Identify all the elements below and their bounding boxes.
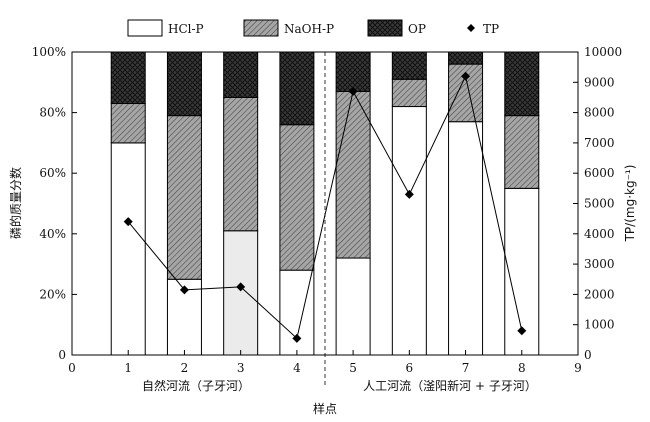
x-tick-label: 1 — [124, 361, 132, 375]
x-tick-label: 9 — [574, 361, 582, 375]
y-right-tick-label: 8000 — [584, 106, 615, 120]
y-right-tick-label: 1000 — [584, 318, 615, 332]
bar-segment-naoh-site-6 — [391, 78, 427, 108]
bar-segment-op-site-8 — [504, 51, 540, 117]
y-right-tick-label: 9000 — [584, 75, 615, 89]
y-right-tick-label: 3000 — [584, 257, 615, 271]
bar-segment-naoh-site-3 — [223, 96, 259, 232]
legend-label-op: OP — [408, 22, 426, 36]
legend-item-naoh: NaOH-P — [243, 19, 334, 37]
x-tick-label: 4 — [293, 361, 301, 375]
x-tick-label: 2 — [181, 361, 189, 375]
tp-point-site-4 — [292, 333, 302, 343]
group-label-artificial: 人工河流（滏阳新河 + 子牙河） — [363, 378, 537, 393]
y-left-tick-label: 0 — [58, 348, 66, 362]
tp-point-site-3 — [236, 282, 246, 292]
tp-point-site-8 — [517, 326, 527, 336]
x-axis-title: 样点 — [313, 401, 337, 416]
tick-labels: 020%40%60%80%100%01000200030004000500060… — [32, 45, 623, 375]
bar-segment-hcl-site-5 — [335, 257, 371, 356]
y-right-tick-label: 2000 — [584, 287, 615, 301]
legend-swatch-naoh — [243, 19, 279, 37]
legend-label-tp: TP — [483, 22, 499, 36]
y-axis-right-title: TP/(mg·kg⁻¹) — [623, 165, 637, 243]
bar-segment-hcl-site-6 — [391, 106, 427, 356]
bar-segment-naoh-site-5 — [335, 90, 371, 259]
y-right-tick-label: 0 — [584, 348, 592, 362]
y-right-tick-label: 7000 — [584, 136, 615, 150]
bar-segment-op-site-2 — [166, 51, 202, 117]
x-tick-label: 8 — [518, 361, 526, 375]
bar-segment-op-site-1 — [110, 51, 146, 105]
x-tick-label: 3 — [237, 361, 245, 375]
bar-segment-naoh-site-1 — [110, 103, 146, 144]
y-left-tick-label: 100% — [32, 45, 66, 59]
y-right-tick-label: 6000 — [584, 166, 615, 180]
bar-segment-hcl-site-3 — [223, 230, 259, 356]
y-axis-left-title: 磷的质量分数 — [8, 167, 23, 239]
tp-series — [123, 71, 527, 343]
x-tick-label: 6 — [406, 361, 414, 375]
y-right-tick-label: 10000 — [584, 45, 622, 59]
bar-segment-op-site-4 — [279, 51, 315, 126]
y-left-tick-label: 40% — [39, 227, 66, 241]
legend-label-naoh: NaOH-P — [284, 22, 334, 36]
bar-segment-op-site-3 — [223, 51, 259, 98]
y-left-tick-label: 60% — [39, 166, 66, 180]
axes — [71, 51, 579, 356]
bar-segment-hcl-site-2 — [166, 278, 202, 356]
bar-segment-naoh-site-4 — [279, 124, 315, 271]
x-tick-label: 5 — [349, 361, 357, 375]
bar-segment-op-site-7 — [448, 51, 484, 65]
tp-point-site-7 — [461, 71, 471, 81]
legend-swatch-op — [367, 19, 403, 37]
x-tick-label: 0 — [68, 361, 76, 375]
legend-marker-tp — [467, 24, 475, 32]
tp-point-site-6 — [404, 189, 414, 199]
bar-segment-hcl-site-1 — [110, 142, 146, 356]
tp-point-site-1 — [123, 217, 133, 227]
bar-segment-hcl-site-7 — [448, 121, 484, 356]
tp-point-site-5 — [348, 86, 358, 96]
y-right-tick-label: 5000 — [584, 197, 615, 211]
group-label-natural: 自然河流（子牙河） — [142, 378, 250, 393]
tp-line — [127, 74, 523, 340]
legend-item-op: OP — [367, 19, 426, 37]
bar-segment-op-site-5 — [335, 51, 371, 92]
legend: HCl-P NaOH-P OP TP — [127, 19, 499, 37]
bar-segment-op-site-6 — [391, 51, 427, 80]
tp-point-site-2 — [179, 285, 189, 295]
bar-segment-naoh-site-2 — [166, 115, 202, 280]
legend-label-hcl: HCl-P — [168, 22, 204, 36]
legend-item-hcl: HCl-P — [127, 19, 204, 37]
legend-swatch-hcl — [127, 19, 163, 37]
y-left-tick-label: 80% — [39, 106, 66, 120]
bar-segment-naoh-site-8 — [504, 115, 540, 189]
legend-item-tp: TP — [467, 22, 499, 36]
y-right-tick-label: 4000 — [584, 227, 615, 241]
y-left-tick-label: 20% — [39, 287, 66, 301]
x-tick-label: 7 — [462, 361, 470, 375]
